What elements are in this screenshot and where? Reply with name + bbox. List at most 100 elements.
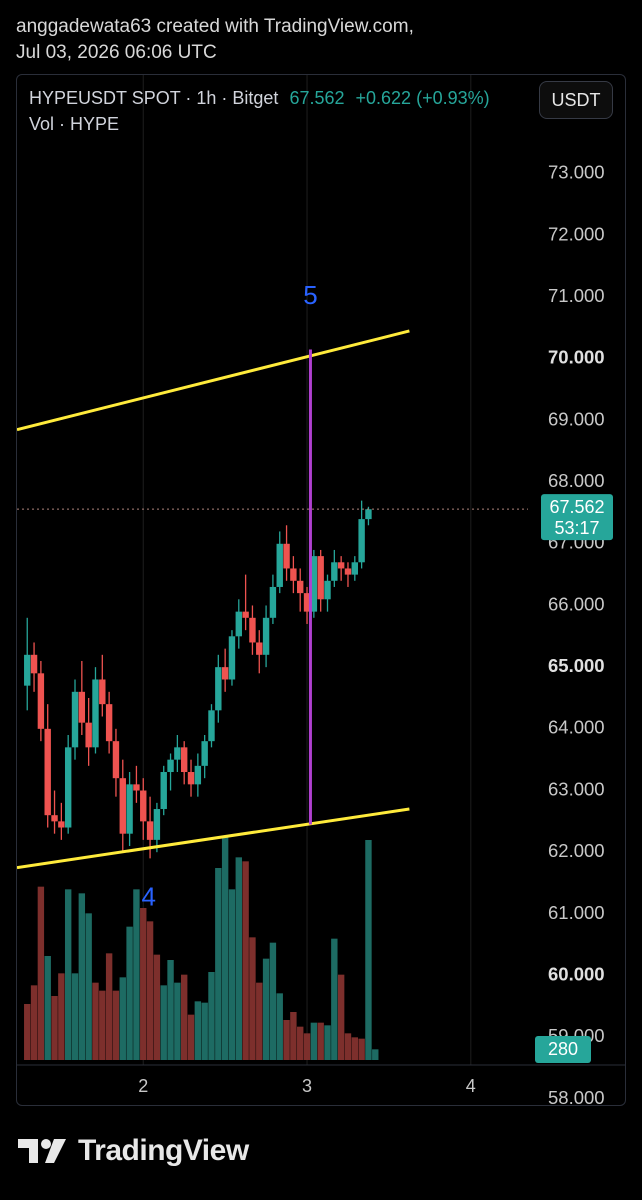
candle-up — [215, 667, 222, 711]
candle-up — [276, 543, 283, 587]
candle-down — [221, 667, 229, 680]
brand-name: TradingView — [78, 1134, 249, 1167]
candle-down — [146, 821, 154, 840]
candle-up — [269, 586, 277, 618]
volume-bar — [235, 857, 242, 1060]
candle-down — [242, 611, 249, 618]
candle-down — [105, 704, 113, 742]
candle-down — [58, 821, 65, 828]
candle-up — [235, 611, 242, 637]
volume-bar — [303, 1033, 311, 1060]
price-tag-value: 67.562 — [549, 497, 604, 517]
y-tick-label: 72.000 — [548, 223, 605, 244]
candle-up — [351, 562, 359, 575]
candle-up — [262, 617, 270, 655]
volume-bar — [140, 908, 147, 1060]
volume-bar — [153, 954, 161, 1060]
upper-trendline — [17, 329, 410, 432]
footer-brand: TradingView — [16, 1134, 249, 1168]
volume-bar — [78, 893, 86, 1060]
volume-bar — [228, 889, 236, 1060]
price-tag-countdown: 53:17 — [554, 518, 599, 538]
y-tick-label: 68.000 — [548, 470, 605, 491]
volume-bar — [269, 942, 277, 1060]
volume-bar — [324, 1025, 331, 1060]
candle-down — [119, 778, 126, 834]
volume-bar — [331, 938, 338, 1060]
candle-down — [85, 722, 92, 748]
volume-bar — [290, 1012, 297, 1060]
y-tick-label: 69.000 — [548, 408, 605, 429]
candle-up — [208, 710, 215, 742]
x-tick-label: 3 — [302, 1076, 312, 1096]
candle-down — [180, 747, 188, 773]
volume-bar — [317, 1022, 324, 1060]
y-tick-label: 71.000 — [548, 285, 605, 306]
candle-down — [99, 679, 106, 705]
volume-label[interactable]: Vol · HYPE — [29, 114, 120, 134]
candle-up — [365, 509, 372, 520]
candle-down — [290, 568, 297, 581]
candle-down — [37, 673, 45, 729]
candle-up — [331, 562, 338, 581]
volume-bar — [344, 1033, 352, 1060]
candle-down — [303, 593, 311, 612]
candle-up — [153, 809, 161, 840]
volume-bar — [160, 985, 167, 1060]
volume-bar — [24, 1004, 31, 1060]
volume-bar — [44, 956, 51, 1060]
candle-down — [78, 691, 86, 723]
volume-tag-background — [535, 1036, 591, 1063]
volume-bar — [85, 913, 92, 1060]
volume-bar — [180, 974, 188, 1060]
wave-label-5: 5 — [303, 280, 317, 310]
volume-bar — [283, 1020, 290, 1060]
volume-bar — [119, 977, 126, 1060]
currency-unit-button[interactable]: USDT — [539, 81, 613, 119]
price-chart[interactable]: 5474.00073.00072.00071.00070.00069.00068… — [17, 75, 626, 1106]
volume-bar — [208, 972, 215, 1060]
volume-bar — [215, 868, 222, 1060]
price-tag-background — [541, 494, 613, 541]
candle-up — [310, 556, 318, 612]
candle-up — [71, 691, 79, 748]
candle-up — [324, 580, 331, 600]
volume-bar — [58, 973, 65, 1060]
y-tick-label: 62.000 — [548, 840, 605, 861]
candle-up — [358, 519, 365, 563]
candle-up — [194, 765, 202, 785]
volume-bar — [242, 861, 249, 1060]
volume-bar — [297, 1026, 304, 1060]
last-price: 67.562 — [289, 88, 345, 108]
chart-attribution: anggadewata63 created with TradingView.c… — [16, 14, 414, 66]
volume-bar — [133, 889, 140, 1060]
volume-bar — [310, 1022, 318, 1060]
volume-bar — [37, 886, 45, 1060]
volume-bar — [262, 958, 270, 1060]
volume-bar — [221, 836, 229, 1060]
volume-bar — [256, 982, 263, 1060]
volume-bar — [126, 926, 133, 1060]
volume-bar — [112, 990, 120, 1060]
candle-down — [51, 815, 58, 822]
y-tick-label: 63.000 — [548, 778, 605, 799]
volume-bar — [351, 1037, 359, 1060]
volume-bar — [30, 985, 38, 1060]
volume-bar — [372, 1049, 379, 1060]
candle-up — [24, 654, 31, 686]
candle-down — [112, 741, 120, 779]
candle-up — [126, 784, 133, 834]
y-tick-label: 70.000 — [548, 347, 605, 368]
chart-panel[interactable]: 5474.00073.00072.00071.00070.00069.00068… — [16, 74, 626, 1106]
y-tick-label: 65.000 — [548, 655, 605, 676]
candle-up — [201, 741, 208, 766]
candle-down — [44, 728, 51, 816]
volume-bar — [201, 1002, 208, 1060]
candle-up — [167, 759, 174, 773]
volume-bar — [174, 982, 181, 1060]
volume-bar — [99, 990, 106, 1060]
y-tick-label: 61.000 — [548, 902, 605, 923]
volume-bar — [51, 996, 58, 1060]
volume-bar — [358, 1038, 365, 1060]
symbol-label[interactable]: HYPEUSDT SPOT · 1h · Bitget — [29, 88, 279, 108]
